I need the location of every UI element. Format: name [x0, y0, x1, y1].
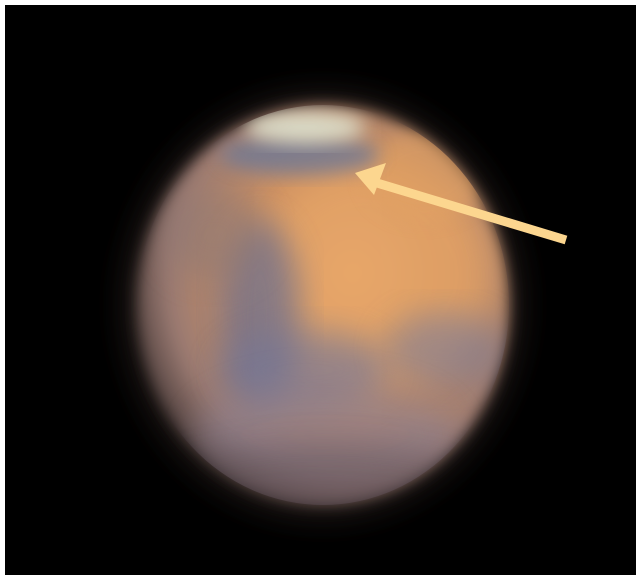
arrow-shaft	[375, 178, 568, 245]
dark-region-east	[385, 312, 505, 388]
polar-cap	[245, 111, 365, 143]
polar-band	[220, 135, 380, 175]
mars-scene	[5, 5, 636, 575]
annotation-arrow	[355, 163, 568, 245]
arrow-head-icon	[355, 163, 386, 195]
dark-region-northwest	[165, 190, 265, 280]
telescope-photo	[5, 5, 636, 575]
limb-shadow	[137, 445, 509, 505]
surface-features	[137, 111, 509, 505]
